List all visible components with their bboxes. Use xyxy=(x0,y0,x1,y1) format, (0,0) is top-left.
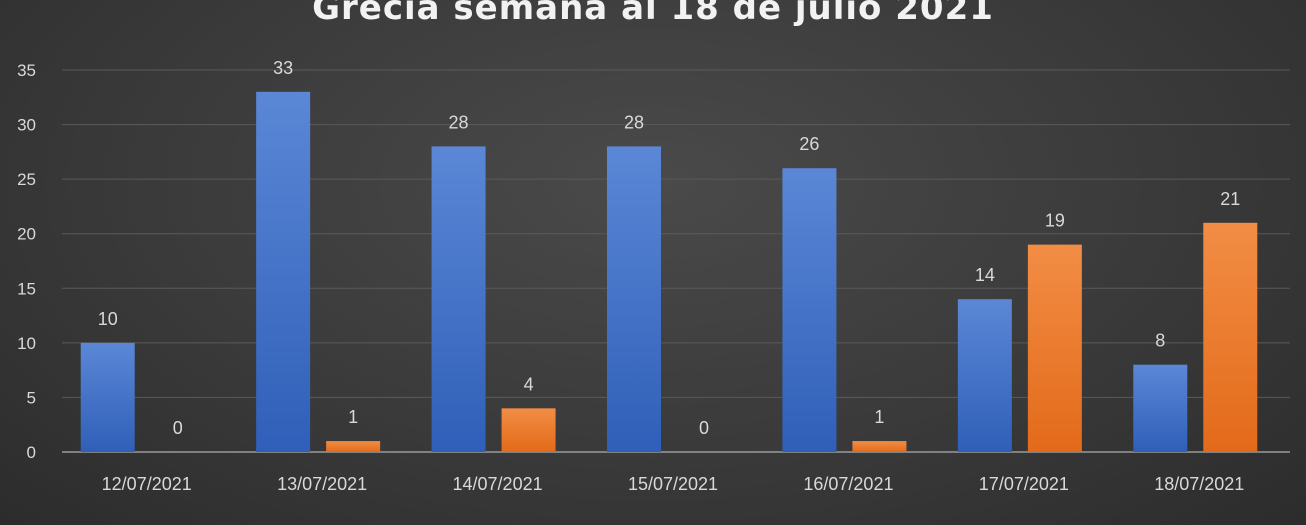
y-tick-label: 25 xyxy=(17,170,36,189)
y-axis-ticks: 0 5 10 15 20 25 30 35 xyxy=(17,61,36,462)
x-category-label: 15/07/2021 xyxy=(628,474,718,494)
x-category-label: 17/07/2021 xyxy=(979,474,1069,494)
y-tick-label: 35 xyxy=(17,61,36,80)
y-tick-label: 0 xyxy=(27,443,36,462)
bar-series-1-12/07/2021 xyxy=(80,342,135,452)
gridlines xyxy=(62,69,1290,453)
x-category-label: 13/07/2021 xyxy=(277,474,367,494)
bar-series-1-15/07/2021 xyxy=(607,146,661,452)
bar-series-2-14/07/2021 xyxy=(501,408,556,452)
x-category-label: 12/07/2021 xyxy=(102,474,192,494)
data-label: 28 xyxy=(449,112,469,132)
bar-series-2-16/07/2021 xyxy=(852,441,907,452)
bar-series-1-13/07/2021 xyxy=(256,91,311,452)
data-label: 8 xyxy=(1155,331,1165,351)
y-tick-label: 15 xyxy=(17,279,36,298)
bar-series-1-14/07/2021 xyxy=(431,146,486,452)
y-tick-label: 5 xyxy=(27,388,36,407)
data-label: 1 xyxy=(348,407,358,427)
bar-series-2-17/07/2021 xyxy=(1027,244,1082,452)
data-label: 21 xyxy=(1220,189,1240,209)
bar-series-1-17/07/2021 xyxy=(957,299,1012,452)
bar-series-2-18/07/2021 xyxy=(1203,222,1258,452)
bar-series-2-13/07/2021 xyxy=(326,441,381,452)
x-axis-categories: 12/07/2021 13/07/2021 14/07/2021 15/07/2021… xyxy=(102,474,1245,494)
bar-series-1-18/07/2021 xyxy=(1133,364,1188,452)
data-label: 0 xyxy=(699,418,709,438)
data-label: 28 xyxy=(624,112,644,132)
y-tick-label: 10 xyxy=(17,334,36,353)
data-label: 26 xyxy=(799,134,819,154)
x-category-label: 14/07/2021 xyxy=(453,474,543,494)
data-label: 4 xyxy=(524,374,534,394)
data-label: 19 xyxy=(1045,211,1065,231)
bar-series-1-16/07/2021 xyxy=(782,168,837,452)
y-tick-label: 30 xyxy=(17,116,36,135)
data-labels: 10 0 33 1 28 4 28 0 26 1 14 19 8 21 xyxy=(98,58,1241,438)
x-category-label: 18/07/2021 xyxy=(1154,474,1244,494)
x-category-label: 16/07/2021 xyxy=(803,474,893,494)
chart-title: Grecia semana al 18 de julio 2021 xyxy=(312,0,994,28)
data-label: 33 xyxy=(273,58,293,78)
bars xyxy=(80,91,1258,452)
data-label: 0 xyxy=(173,418,183,438)
data-label: 14 xyxy=(975,265,995,285)
data-label: 1 xyxy=(874,407,884,427)
y-tick-label: 20 xyxy=(17,225,36,244)
data-label: 10 xyxy=(98,309,118,329)
